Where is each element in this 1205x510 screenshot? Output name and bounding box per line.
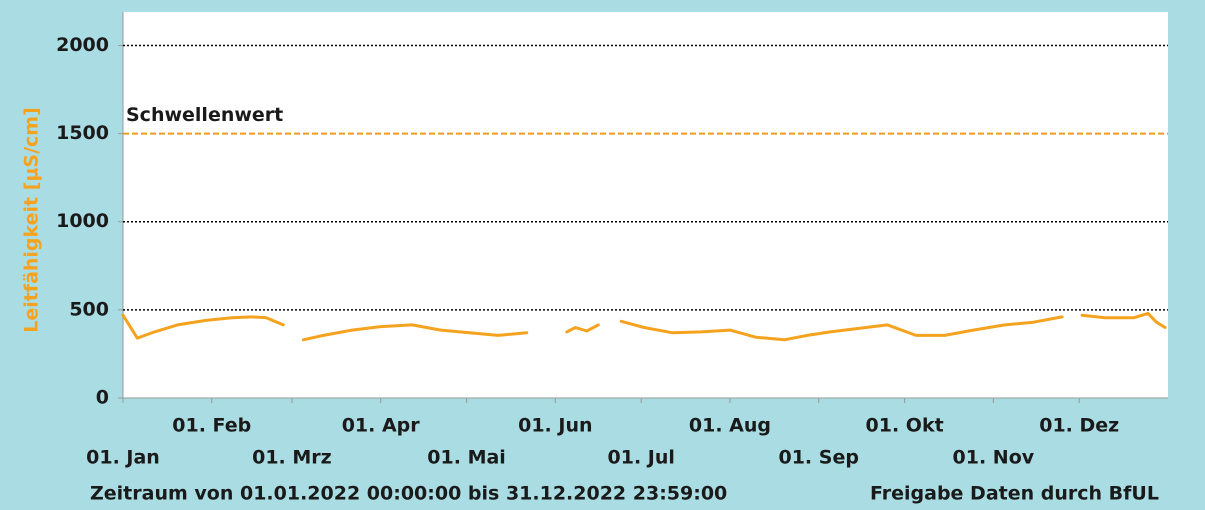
x-tick-label: 01. Apr (342, 415, 421, 437)
data-line (121, 311, 1167, 342)
x-tick-label: 01. Mrz (252, 447, 332, 469)
x-tick-label: 01. Mai (427, 447, 506, 469)
y-tick-label: 1000 (56, 210, 109, 232)
x-tick-label: 01. Okt (866, 415, 944, 437)
x-tick-label: 01. Aug (689, 415, 771, 437)
x-tick-label: 01. Feb (172, 415, 251, 437)
y-tick-label: 500 (69, 298, 109, 320)
footer-left: Zeitraum von 01.01.2022 00:00:00 bis 31.… (90, 483, 727, 505)
x-tick-label: 01. Sep (778, 447, 858, 469)
y-tick-label: 0 (96, 387, 109, 409)
x-tick-label: 01. Jun (518, 415, 592, 437)
plot-area (123, 12, 1168, 398)
y-tick-label: 1500 (56, 122, 109, 144)
x-tick-label: 01. Dez (1039, 415, 1119, 437)
y-tick-label: 2000 (56, 34, 109, 56)
threshold-label: Schwellenwert (126, 104, 283, 126)
x-tick-label: 01. Jul (608, 447, 675, 469)
y-axis-label: Leitfähigkeit [µS/cm] (21, 107, 43, 333)
footer-right: Freigabe Daten durch BfUL (870, 483, 1159, 505)
x-tick-label: 01. Nov (953, 447, 1035, 469)
x-tick-label: 01. Jan (86, 447, 160, 469)
